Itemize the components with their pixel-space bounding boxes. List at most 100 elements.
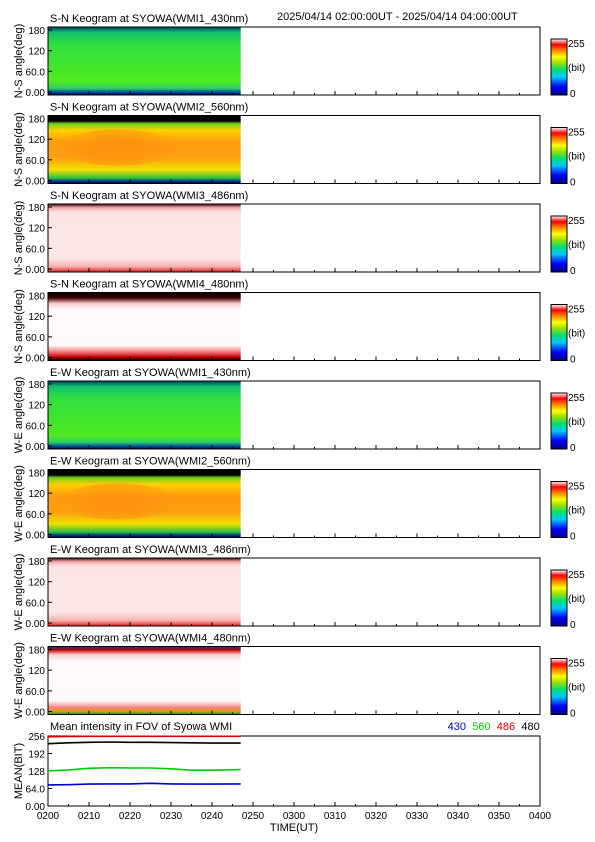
colorbar-min-label: 0: [570, 178, 576, 189]
keogram-panel: E-W Keogram at SYOWA(WMI3_486nm) 180 120 60…: [13, 544, 585, 631]
colorbar: [550, 215, 568, 273]
keogram-image: [48, 646, 241, 715]
keogram-image: [48, 381, 241, 449]
y-tick-label: 180: [28, 26, 45, 37]
y-tick-label: 60.0: [26, 244, 46, 255]
keogram-panel: E-W Keogram at SYOWA(WMI1_430nm) 180 120 60…: [13, 367, 585, 454]
x-tick-label: 0330: [406, 811, 429, 822]
keogram-panel: E-W Keogram at SYOWA(WMI4_480nm) 180 120 60…: [13, 633, 585, 720]
keogram-panel: S-N Keogram at SYOWA(WMI4_480nm) 180 120 60…: [13, 279, 585, 366]
colorbar-min-label: 0: [570, 89, 576, 100]
y-axis-label: W-E angle(deg): [13, 554, 25, 631]
x-tick-label: 0310: [324, 811, 347, 822]
y-tick-label: 60.0: [26, 510, 46, 521]
y-tick-label: 180: [28, 203, 45, 214]
panel-title: S-N Keogram at SYOWA(WMI3_486nm): [50, 190, 248, 202]
y-axis-label: W-E angle(deg): [13, 377, 25, 454]
series-line-560: [47, 766, 241, 772]
colorbar: [550, 304, 568, 361]
y-tick-label: 120: [28, 666, 45, 677]
panel-title: S-N Keogram at SYOWA(WMI1_430nm): [50, 13, 248, 25]
colorbar-min-label: 0: [570, 532, 576, 543]
x-tick-label: 0320: [365, 811, 388, 822]
colorbar-unit-label: (bit): [568, 594, 585, 605]
colorbar-min-label: 0: [570, 443, 576, 454]
colorbar-max-label: 255: [568, 39, 585, 50]
series-line-430: [47, 782, 241, 786]
mean-panel-title: Mean intensity in FOV of Syowa WMI: [50, 721, 232, 733]
colorbar-max-label: 255: [568, 305, 585, 316]
y-axis-label: N-S angle(deg): [13, 289, 25, 364]
y-tick-label: 0.00: [26, 708, 46, 719]
panel-title: S-N Keogram at SYOWA(WMI4_480nm): [50, 279, 248, 291]
keogram-panel: E-W Keogram at SYOWA(WMI2_560nm) 180 120 60…: [13, 456, 585, 543]
y-axis-label: N-S angle(deg): [13, 112, 25, 187]
y-tick-label: 60.0: [26, 333, 46, 344]
colorbar: [550, 392, 568, 450]
y-tick-label: 60.0: [26, 421, 46, 432]
y-tick-label: 0.00: [26, 177, 46, 188]
colorbar-min-label: 0: [570, 266, 576, 277]
colorbar: [550, 38, 568, 96]
y-tick-label: 60.0: [26, 598, 46, 609]
colorbar-max-label: 255: [568, 482, 585, 493]
x-tick-label: 0400: [529, 811, 552, 822]
y-tick-label: 120: [28, 401, 45, 412]
x-tick-label: 0210: [78, 811, 101, 822]
colorbar-unit-label: (bit): [568, 506, 585, 517]
panel-title: E-W Keogram at SYOWA(WMI3_486nm): [50, 544, 251, 556]
colorbar-min-label: 0: [570, 355, 576, 366]
y-tick-label: 0.00: [26, 442, 46, 453]
y-tick-label: 0.00: [26, 802, 46, 813]
y-tick-label: 180: [28, 115, 45, 126]
keogram-panel: S-N Keogram at SYOWA(WMI3_486nm) 180 120 60…: [13, 190, 585, 277]
y-axis-label: MEAN(BIT): [13, 743, 25, 799]
colorbar-unit-label: (bit): [568, 152, 585, 163]
x-tick-label: 0240: [201, 811, 224, 822]
legend-entry-486: 486: [497, 721, 515, 733]
y-tick-label: 60.0: [26, 156, 46, 167]
y-tick-label: 180: [28, 646, 45, 657]
panel-title: E-W Keogram at SYOWA(WMI4_480nm): [50, 633, 251, 645]
colorbar-max-label: 255: [568, 216, 585, 227]
keogram-panel: S-N Keogram at SYOWA(WMI1_430nm) 180 120 60…: [13, 13, 585, 100]
panel-title: E-W Keogram at SYOWA(WMI2_560nm): [50, 456, 251, 468]
colorbar-min-label: 0: [570, 620, 576, 631]
time-range-label: 2025/04/14 02:00:00UT - 2025/04/14 04:00…: [277, 11, 518, 23]
y-tick-label: 0.00: [26, 265, 46, 276]
y-tick-label: 120: [28, 135, 45, 146]
x-tick-label: 0220: [119, 811, 142, 822]
colorbar-max-label: 255: [568, 570, 585, 581]
keogram-image: [48, 558, 241, 626]
y-tick-label: 128: [28, 767, 45, 778]
colorbar-min-label: 0: [570, 709, 576, 720]
keogram-image: [48, 27, 241, 95]
aurora-enhancement: [58, 129, 178, 166]
y-tick-label: 180: [28, 380, 45, 391]
colorbar-unit-label: (bit): [568, 240, 585, 251]
x-tick-label: 0340: [447, 811, 470, 822]
x-tick-label: 0200: [37, 811, 60, 822]
y-tick-label: 60.0: [26, 67, 46, 78]
y-tick-label: 120: [28, 312, 45, 323]
series-line-486: [47, 735, 241, 738]
x-tick-label: 0250: [242, 811, 265, 822]
legend-entry-480: 480: [521, 721, 539, 733]
x-tick-label: 0300: [283, 811, 306, 822]
y-tick-label: 120: [28, 47, 45, 58]
y-tick-label: 192: [28, 750, 45, 761]
y-tick-label: 0.00: [26, 354, 46, 365]
legend-entry-560: 560: [472, 721, 490, 733]
y-tick-label: 120: [28, 489, 45, 500]
aurora-enhancement: [58, 483, 178, 520]
y-axis-label: W-E angle(deg): [13, 642, 25, 719]
colorbar: [550, 127, 568, 184]
y-tick-label: 0.00: [26, 88, 46, 99]
colorbar: [550, 481, 568, 538]
colorbar-unit-label: (bit): [568, 329, 585, 340]
keogram-image: [48, 292, 241, 361]
colorbar: [550, 569, 568, 627]
y-axis-label: W-E angle(deg): [13, 465, 25, 542]
x-axis-label: TIME(UT): [270, 822, 318, 834]
